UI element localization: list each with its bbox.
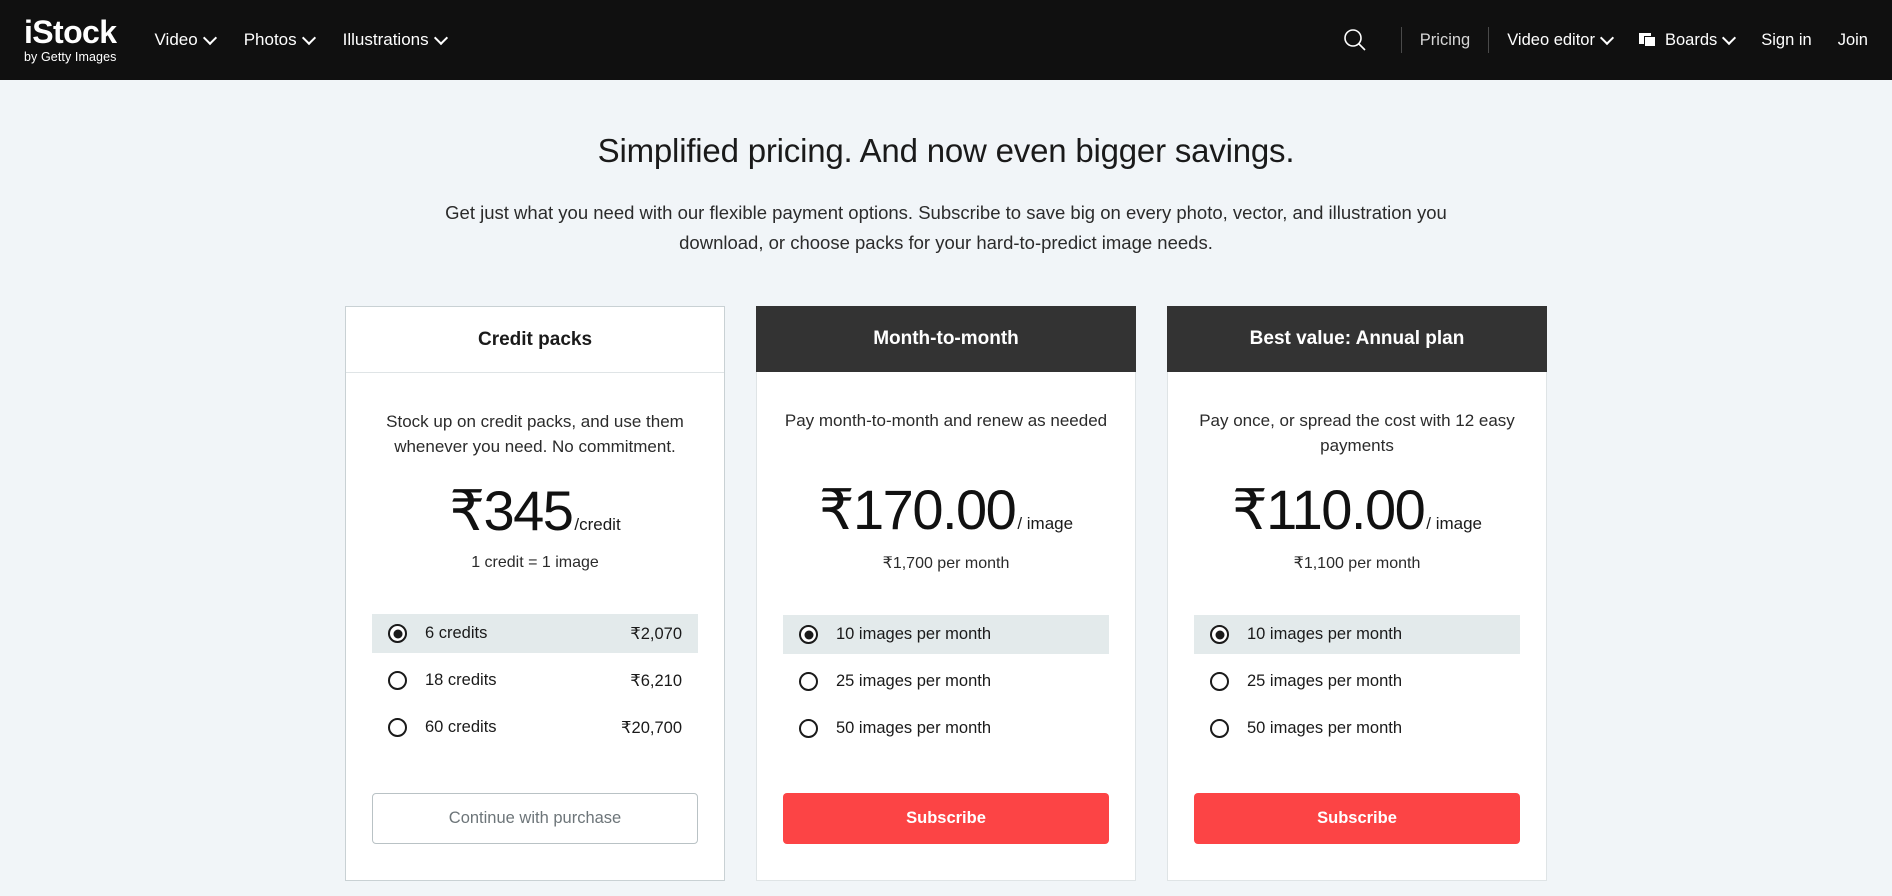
- price-row: ₹110.00/ image: [1232, 482, 1482, 538]
- option-label: 60 credits: [425, 718, 497, 736]
- nav-item-illustrations[interactable]: Illustrations: [343, 30, 447, 50]
- option-label: 25 images per month: [1247, 672, 1403, 690]
- radio-button-icon[interactable]: [1210, 719, 1229, 738]
- price-note: ₹1,700 per month: [882, 555, 1010, 572]
- nav-item-video-editor-label: Video editor: [1507, 30, 1595, 49]
- price-row: ₹345/credit: [449, 483, 620, 539]
- option-list: 10 images per month 25 images per month 50…: [1194, 615, 1520, 756]
- search-icon[interactable]: [1335, 20, 1375, 60]
- card-body: Stock up on credit packs, and use them w…: [346, 373, 724, 880]
- chevron-down-icon: [304, 33, 315, 44]
- site-header: iStock by Getty Images Video Photos Illu…: [0, 0, 1892, 80]
- subscribe-button[interactable]: Subscribe: [783, 793, 1109, 844]
- primary-nav: Video Photos Illustrations: [155, 30, 447, 50]
- option-row[interactable]: 10 images per month: [1194, 615, 1520, 654]
- chevron-down-icon: [1724, 33, 1735, 44]
- option-price: ₹6,210: [630, 671, 682, 690]
- option-price: ₹2,070: [630, 624, 682, 643]
- cta-wrapper: Subscribe: [783, 793, 1109, 844]
- card-body: Pay once, or spread the cost with 12 eas…: [1167, 372, 1547, 881]
- card-title: Best value: Annual plan: [1167, 306, 1547, 372]
- price-row: ₹170.00/ image: [819, 482, 1073, 538]
- radio-button-icon[interactable]: [388, 671, 407, 690]
- page-title: Simplified pricing. And now even bigger …: [597, 132, 1295, 169]
- radio-button-icon[interactable]: [388, 718, 407, 737]
- option-row[interactable]: 50 images per month: [1194, 709, 1520, 748]
- radio-button-icon[interactable]: [1210, 625, 1229, 644]
- nav-item-boards[interactable]: Boards: [1638, 30, 1735, 50]
- pricing-cards: Credit packs Stock up on credit packs, an…: [0, 306, 1892, 881]
- nav-item-photos[interactable]: Photos: [244, 30, 315, 50]
- subscribe-button[interactable]: Subscribe: [1194, 793, 1520, 844]
- option-label: 50 images per month: [836, 719, 992, 737]
- chevron-down-icon: [436, 33, 447, 44]
- secondary-nav: Pricing Video editor Boards Sign in Join: [1335, 20, 1868, 60]
- price-note: ₹1,100 per month: [1293, 555, 1421, 572]
- brand-subtitle: by Getty Images: [24, 49, 117, 64]
- cta-wrapper: Subscribe: [1194, 793, 1520, 844]
- cta-wrapper: Continue with purchase: [372, 793, 698, 844]
- option-list: 6 credits ₹2,070 18 credits ₹6,210 60 credit…: [372, 614, 698, 755]
- option-label: 10 images per month: [836, 625, 992, 643]
- price-amount: ₹345: [449, 479, 574, 542]
- option-row[interactable]: 18 credits ₹6,210: [372, 661, 698, 700]
- nav-item-boards-label: Boards: [1664, 30, 1718, 49]
- card-title: Credit packs: [346, 307, 724, 373]
- option-row[interactable]: 25 images per month: [783, 662, 1109, 701]
- nav-item-video-editor[interactable]: Video editor: [1507, 31, 1613, 50]
- option-label: 6 credits: [425, 624, 488, 642]
- price-note: 1 credit = 1 image: [471, 554, 599, 571]
- card-description: Pay once, or spread the cost with 12 eas…: [1199, 411, 1515, 455]
- page-subtitle: Get just what you need with our flexible…: [445, 202, 1447, 253]
- nav-item-video[interactable]: Video: [155, 30, 216, 50]
- nav-divider: [1488, 27, 1490, 53]
- nav-item-pricing[interactable]: Pricing: [1419, 30, 1471, 49]
- radio-button-icon[interactable]: [388, 624, 407, 643]
- nav-item-photos-label: Photos: [243, 30, 297, 49]
- price-unit: /credit: [574, 515, 621, 534]
- card-body: Pay month-to-month and renew as needed ₹1…: [756, 372, 1136, 881]
- join-link[interactable]: Join: [1837, 30, 1868, 49]
- hero-section: Simplified pricing. And now even bigger …: [0, 80, 1892, 258]
- pricing-card: Best value: Annual plan Pay once, or spre…: [1167, 306, 1547, 881]
- price-unit: / image: [1017, 514, 1074, 533]
- continue-with-purchase-button[interactable]: Continue with purchase: [372, 793, 698, 844]
- chevron-down-icon: [1602, 33, 1613, 44]
- card-description: Pay month-to-month and renew as needed: [784, 411, 1108, 430]
- option-row[interactable]: 10 images per month: [783, 615, 1109, 654]
- chevron-down-icon: [205, 33, 216, 44]
- price-amount: ₹110.00: [1231, 478, 1426, 541]
- pricing-card: Credit packs Stock up on credit packs, an…: [345, 306, 725, 881]
- option-label: 25 images per month: [836, 672, 992, 690]
- sign-in-link[interactable]: Sign in: [1761, 30, 1812, 49]
- option-price: ₹20,700: [621, 718, 682, 737]
- card-title: Month-to-month: [756, 306, 1136, 372]
- option-row[interactable]: 50 images per month: [783, 709, 1109, 748]
- nav-item-illustrations-label: Illustrations: [342, 30, 429, 49]
- option-list: 10 images per month 25 images per month 50…: [783, 615, 1109, 756]
- nav-divider: [1400, 27, 1402, 53]
- option-label: 18 credits: [425, 671, 497, 689]
- option-row[interactable]: 60 credits ₹20,700: [372, 708, 698, 747]
- radio-button-icon[interactable]: [799, 672, 818, 691]
- boards-icon: [1638, 32, 1656, 48]
- price-unit: / image: [1426, 514, 1482, 533]
- istock-logo[interactable]: iStock by Getty Images: [24, 16, 117, 65]
- price-amount: ₹170.00: [818, 478, 1017, 541]
- radio-button-icon[interactable]: [799, 625, 818, 644]
- option-row[interactable]: 25 images per month: [1194, 662, 1520, 701]
- card-description: Stock up on credit packs, and use them w…: [386, 412, 684, 456]
- option-label: 10 images per month: [1247, 625, 1403, 643]
- pricing-card: Month-to-month Pay month-to-month and ren…: [756, 306, 1136, 881]
- option-row[interactable]: 6 credits ₹2,070: [372, 614, 698, 653]
- radio-button-icon[interactable]: [799, 719, 818, 738]
- radio-button-icon[interactable]: [1210, 672, 1229, 691]
- nav-item-video-label: Video: [154, 30, 198, 49]
- brand-name: iStock: [24, 13, 117, 50]
- option-label: 50 images per month: [1247, 719, 1403, 737]
